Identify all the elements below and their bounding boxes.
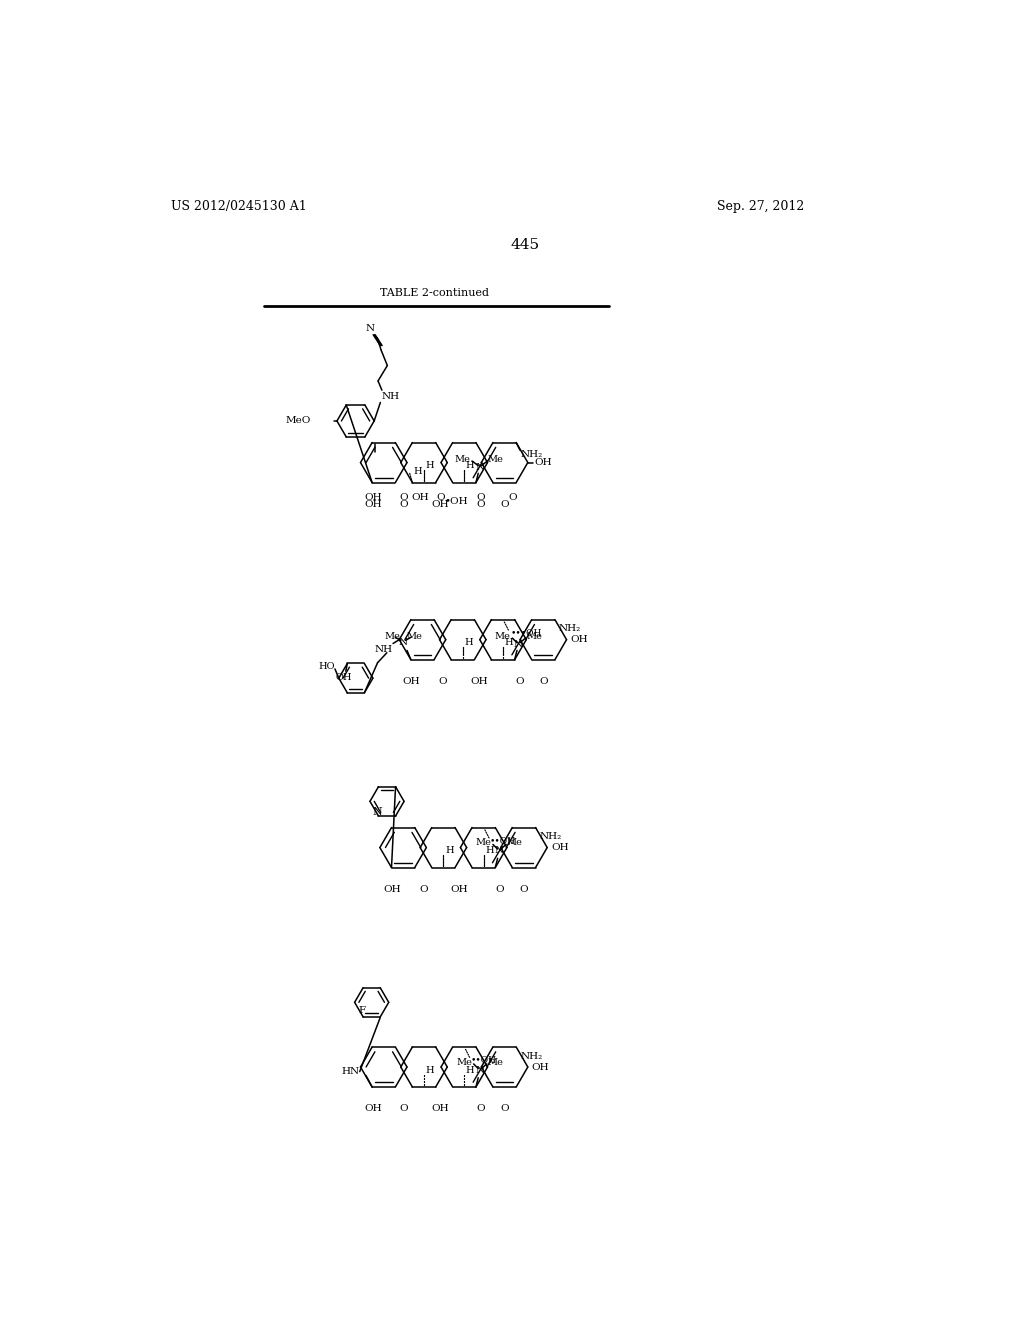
Text: H: H [445, 846, 454, 855]
Text: NH: NH [375, 645, 393, 655]
Text: Me: Me [495, 632, 511, 642]
Text: H: H [466, 461, 474, 470]
Text: NH₂: NH₂ [559, 624, 581, 634]
Text: Me: Me [455, 455, 470, 463]
Text: NH₂: NH₂ [520, 450, 543, 458]
Text: O: O [438, 677, 446, 685]
Text: O: O [476, 1104, 484, 1113]
Text: OH: OH [551, 843, 568, 851]
Text: OH: OH [402, 677, 421, 685]
Text: O: O [399, 494, 409, 503]
Text: O: O [399, 499, 409, 508]
Text: •OH: •OH [444, 496, 468, 506]
Text: NH: NH [382, 392, 400, 401]
Text: OH: OH [470, 677, 487, 685]
Text: O: O [515, 677, 523, 685]
Text: OH: OH [335, 673, 351, 681]
Text: OH: OH [570, 635, 588, 644]
Text: NH₂: NH₂ [540, 833, 562, 841]
Text: O: O [476, 499, 484, 508]
Text: ••OH: ••OH [489, 837, 516, 846]
Text: Me: Me [526, 632, 542, 642]
Text: HN: HN [341, 1067, 359, 1076]
Text: 445: 445 [510, 238, 540, 252]
Text: H: H [426, 1065, 434, 1074]
Text: O: O [508, 494, 517, 503]
Text: N: N [366, 325, 375, 333]
Text: MeO: MeO [286, 417, 310, 425]
Text: O: O [539, 677, 548, 685]
Text: OH: OH [451, 884, 468, 894]
Text: H: H [485, 846, 494, 855]
Text: NH₂: NH₂ [520, 1052, 543, 1061]
Text: OH: OH [431, 1104, 450, 1113]
Text: ••OH: ••OH [470, 1056, 497, 1065]
Text: O: O [419, 884, 428, 894]
Text: OH: OH [534, 458, 552, 467]
Text: OH: OH [365, 494, 382, 503]
Text: H: H [466, 1065, 474, 1074]
Text: Me: Me [384, 632, 400, 642]
Text: H: H [505, 638, 513, 647]
Text: O: O [476, 494, 484, 503]
Text: OH: OH [365, 1104, 382, 1113]
Text: O: O [436, 494, 444, 503]
Text: N: N [514, 640, 523, 648]
Text: H: H [464, 638, 473, 647]
Text: F: F [358, 1006, 366, 1015]
Text: Me: Me [456, 1057, 472, 1067]
Text: N: N [475, 1065, 484, 1074]
Text: O: O [399, 1104, 409, 1113]
Text: •••OH: •••OH [511, 630, 542, 638]
Text: O: O [519, 884, 528, 894]
Text: OH: OH [412, 494, 429, 503]
Text: Me: Me [407, 632, 422, 642]
Text: N: N [475, 462, 484, 471]
Text: Me: Me [487, 1057, 504, 1067]
Text: Me: Me [475, 838, 492, 847]
Text: US 2012/0245130 A1: US 2012/0245130 A1 [171, 199, 306, 213]
Text: OH: OH [365, 499, 382, 508]
Text: H: H [426, 461, 434, 470]
Text: Me: Me [487, 455, 504, 463]
Text: Sep. 27, 2012: Sep. 27, 2012 [717, 199, 804, 213]
Text: N: N [495, 846, 504, 855]
Text: HO: HO [318, 663, 335, 671]
Text: OH: OH [431, 499, 450, 508]
Text: O: O [501, 499, 509, 508]
Text: O: O [501, 1104, 509, 1113]
Text: OH: OH [531, 1063, 549, 1072]
Text: Me: Me [507, 838, 523, 847]
Text: H: H [414, 467, 422, 477]
Text: N: N [372, 807, 382, 817]
Text: TABLE 2-continued: TABLE 2-continued [380, 288, 488, 298]
Text: O: O [496, 884, 504, 894]
Text: N: N [398, 638, 408, 647]
Text: OH: OH [383, 884, 401, 894]
